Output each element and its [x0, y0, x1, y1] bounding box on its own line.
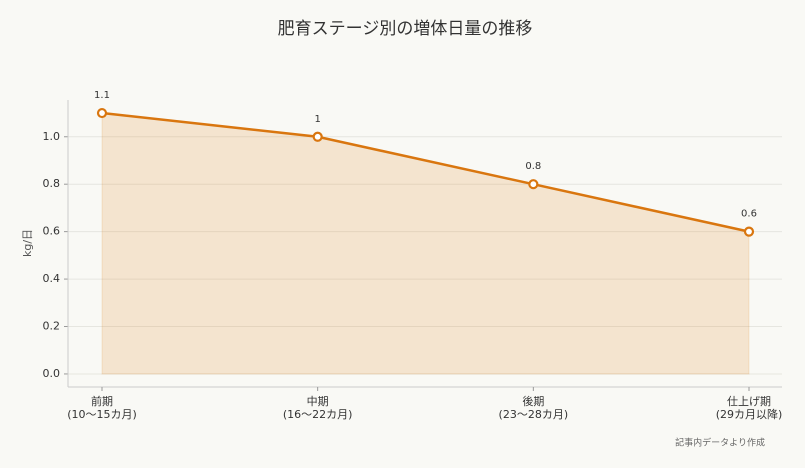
data-label: 0.8 [525, 161, 541, 172]
point [96, 107, 108, 119]
data-label: 0.6 [741, 209, 757, 220]
y-tick-label: 0.2 [43, 320, 61, 333]
y-tick-label: 0.6 [43, 225, 61, 238]
x-tick-label: 仕上げ期(29カ月以降) [716, 395, 783, 421]
x-tick-label: 中期(16〜22カ月) [283, 395, 353, 421]
line [101, 111, 750, 233]
y-axis-label: kg/日 [21, 229, 34, 257]
y-tick-label: 0.4 [43, 272, 61, 285]
grid [68, 136, 782, 375]
x-tick-label: 前期(10〜15カ月) [67, 394, 137, 421]
y-tick-label: 1.0 [43, 130, 61, 143]
chart-title: 肥育ステージ別の増体日量の推移 [278, 19, 533, 39]
data-label: 1 [314, 114, 320, 125]
x-tick-label: 後期(23〜28カ月) [499, 394, 569, 421]
point [743, 226, 755, 237]
y-tick-label: 0.0 [43, 367, 61, 380]
source-note: 記事内データより作成 [675, 437, 765, 449]
data-label: 1.1 [94, 90, 110, 101]
y-tick-label: 0.8 [43, 177, 61, 190]
area [101, 112, 750, 375]
point [528, 179, 539, 190]
point [312, 131, 323, 142]
